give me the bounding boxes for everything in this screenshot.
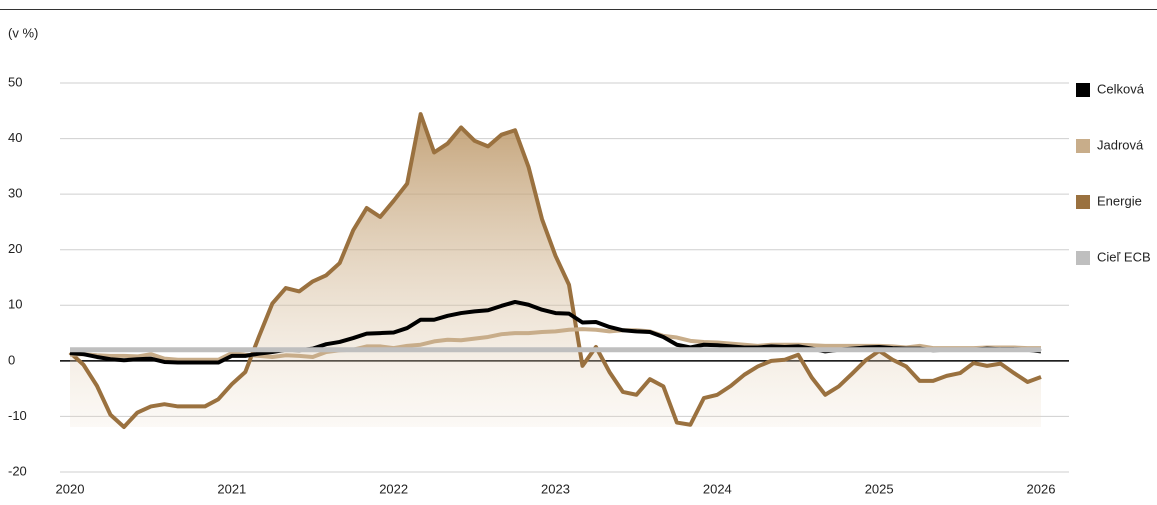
y-tick-label: 10 <box>8 297 22 312</box>
legend-label: Cieľ ECB <box>1097 249 1151 264</box>
area-fill <box>70 114 1041 427</box>
legend-swatch <box>1076 83 1090 97</box>
x-tick-label: 2026 <box>1027 481 1056 496</box>
x-tick-label: 2023 <box>541 481 570 496</box>
y-tick-label: -10 <box>8 408 27 423</box>
y-axis-label: (v %) <box>8 25 38 40</box>
legend-swatch <box>1076 139 1090 153</box>
series-line <box>69 299 1042 365</box>
y-tick-label: 40 <box>8 130 22 145</box>
y-tick-label: 20 <box>8 241 22 256</box>
x-tick-label: 2022 <box>379 481 408 496</box>
y-tick-label: 0 <box>8 352 15 367</box>
legend-swatch <box>1076 195 1090 209</box>
x-tick-label: 2024 <box>703 481 732 496</box>
y-tick-label: -20 <box>8 463 27 478</box>
x-tick-label: 2021 <box>217 481 246 496</box>
legend-swatch <box>1076 251 1090 265</box>
legend-label: Jadrová <box>1097 137 1144 152</box>
legend-label: Celková <box>1097 81 1145 96</box>
x-tick-label: 2025 <box>865 481 894 496</box>
y-tick-label: 50 <box>8 74 22 89</box>
x-tick-label: 2020 <box>56 481 85 496</box>
legend-label: Energie <box>1097 193 1142 208</box>
y-tick-label: 30 <box>8 186 22 201</box>
